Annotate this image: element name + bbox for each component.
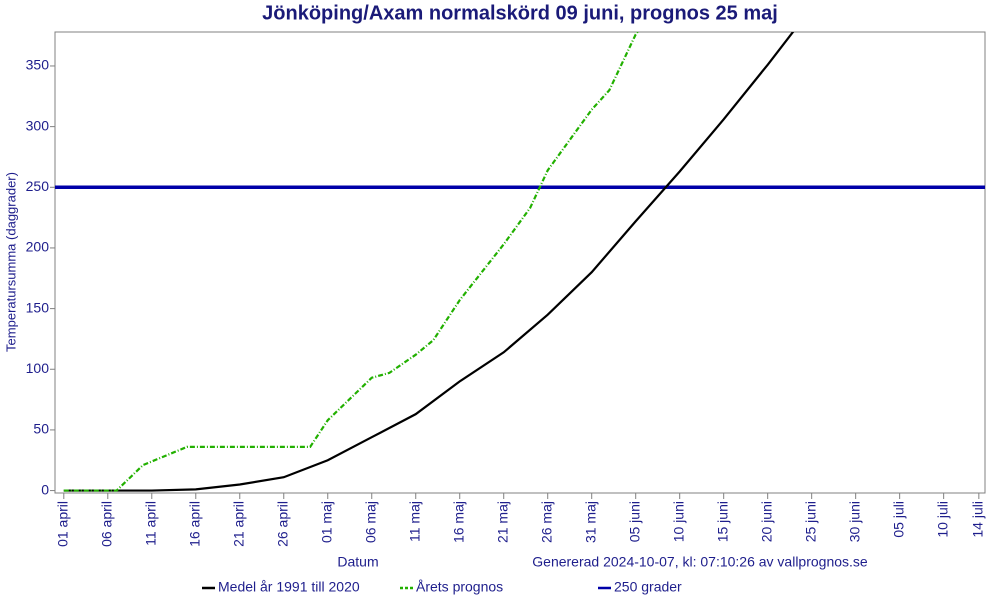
legend-label: Årets prognos [416,579,503,595]
x-tick-label: 25 juni [802,501,818,542]
y-tick-label: 100 [26,360,50,376]
x-tick-label: 20 juni [758,501,774,542]
x-tick-label: 01 april [55,501,71,547]
chart-title: Jönköping/Axam normalskörd 09 juni, prog… [262,2,778,24]
y-tick-label: 250 [26,178,50,194]
y-tick-label: 50 [33,421,49,437]
x-tick-label: 06 maj [362,501,378,543]
x-tick-label: 26 maj [538,501,554,543]
y-tick-label: 350 [26,57,50,73]
x-tick-label: 31 maj [582,501,598,543]
generated-note: Genererad 2024-10-07, kl: 07:10:26 av va… [532,554,868,570]
x-tick-label: 10 juni [670,501,686,542]
x-tick-label: 15 juni [714,501,730,542]
series-line [63,32,795,492]
x-tick-label: 06 april [98,501,114,547]
x-tick-label: 05 juni [626,501,642,542]
plot-frame [54,31,986,494]
y-tick-label: 200 [26,239,50,255]
x-tick-label: 14 juli [970,501,986,538]
x-tick-label: 05 juli [890,501,906,538]
x-tick-label: 21 april [230,501,246,547]
x-tick-label: 10 juli [934,501,950,538]
y-tick-label: 150 [26,299,50,315]
x-tick-label: 01 maj [318,501,334,543]
legend-label: 250 grader [614,579,682,595]
x-axis-label: Datum [337,554,378,570]
y-tick-label: 0 [41,481,49,497]
legend-label: Medel år 1991 till 2020 [218,579,360,595]
y-axis-label: Temperatursumma (daggrader) [3,172,18,352]
x-tick-label: 11 april [142,501,158,546]
x-tick-label: 26 april [274,501,290,547]
y-tick-label: 300 [26,117,50,133]
x-tick-label: 16 april [186,501,202,547]
series-line [63,32,639,492]
x-tick-label: 21 maj [494,501,510,543]
x-tick-label: 16 maj [450,501,466,543]
x-tick-label: 11 maj [406,501,422,542]
x-tick-label: 30 juni [846,501,862,542]
